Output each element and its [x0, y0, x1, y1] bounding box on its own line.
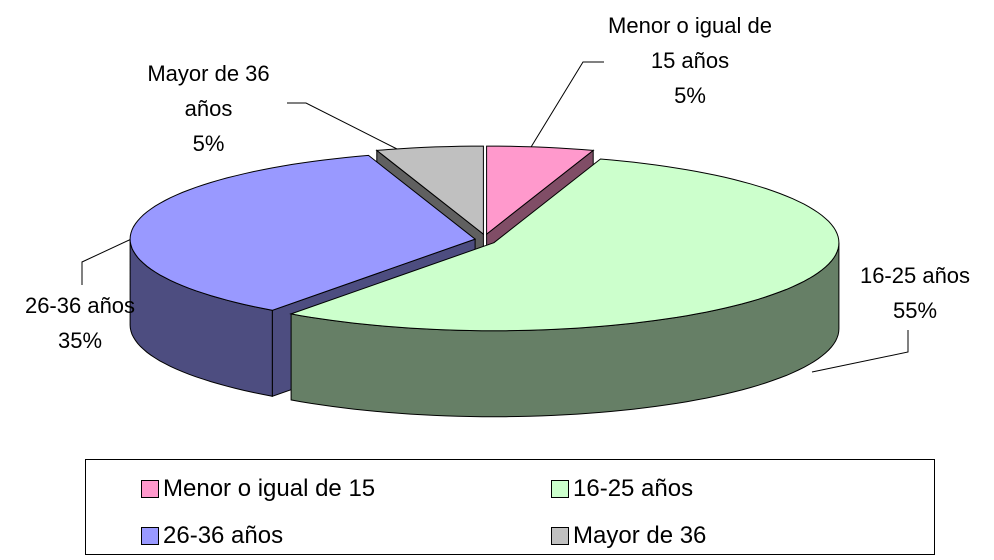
- value-label: 35%: [57, 328, 103, 353]
- leader-line: [811, 330, 909, 373]
- leader-line: [81, 234, 141, 285]
- slice-label: 16-25 años: [859, 263, 971, 288]
- data-label: 26-36 años 35%: [10, 288, 150, 358]
- legend-swatch: [551, 480, 569, 498]
- slice: [486, 145, 595, 236]
- legend-swatch: [141, 527, 159, 545]
- value-label: 5%: [674, 83, 706, 108]
- data-label: 16-25 años 55%: [845, 258, 985, 328]
- legend-swatch: [551, 527, 569, 545]
- leader-line: [287, 102, 406, 154]
- value-label: 5%: [192, 131, 225, 156]
- legend-label: 16-25 años: [573, 475, 694, 502]
- legend-item: Menor o igual de 15: [141, 474, 375, 504]
- slice: [129, 154, 477, 311]
- legend-item: 16-25 años: [551, 474, 693, 504]
- legend-label: 26-36 años: [163, 522, 284, 549]
- legend-swatch: [141, 480, 159, 498]
- legend: Menor o igual de 15 16-25 años 26-36 años M…: [85, 459, 935, 555]
- legend-item: 26-36 años: [141, 521, 283, 551]
- leader-lines: [81, 61, 909, 373]
- slice: [289, 158, 840, 332]
- legend-item: Mayor de 36: [551, 521, 706, 551]
- legend-label: Mayor de 36: [573, 522, 707, 549]
- slice-label: 26-36 años: [24, 293, 136, 318]
- data-label: Mayor de 36 años 5%: [126, 56, 291, 161]
- slice-label: Mayor de 36 años: [147, 61, 270, 121]
- slice-label: Menor o igual de 15 años: [608, 13, 772, 73]
- leader-line: [527, 61, 604, 153]
- value-label: 55%: [892, 298, 938, 323]
- legend-label: Menor o igual de 15: [163, 475, 376, 502]
- data-label: Menor o igual de 15 años 5%: [605, 8, 775, 113]
- slice: [375, 145, 484, 236]
